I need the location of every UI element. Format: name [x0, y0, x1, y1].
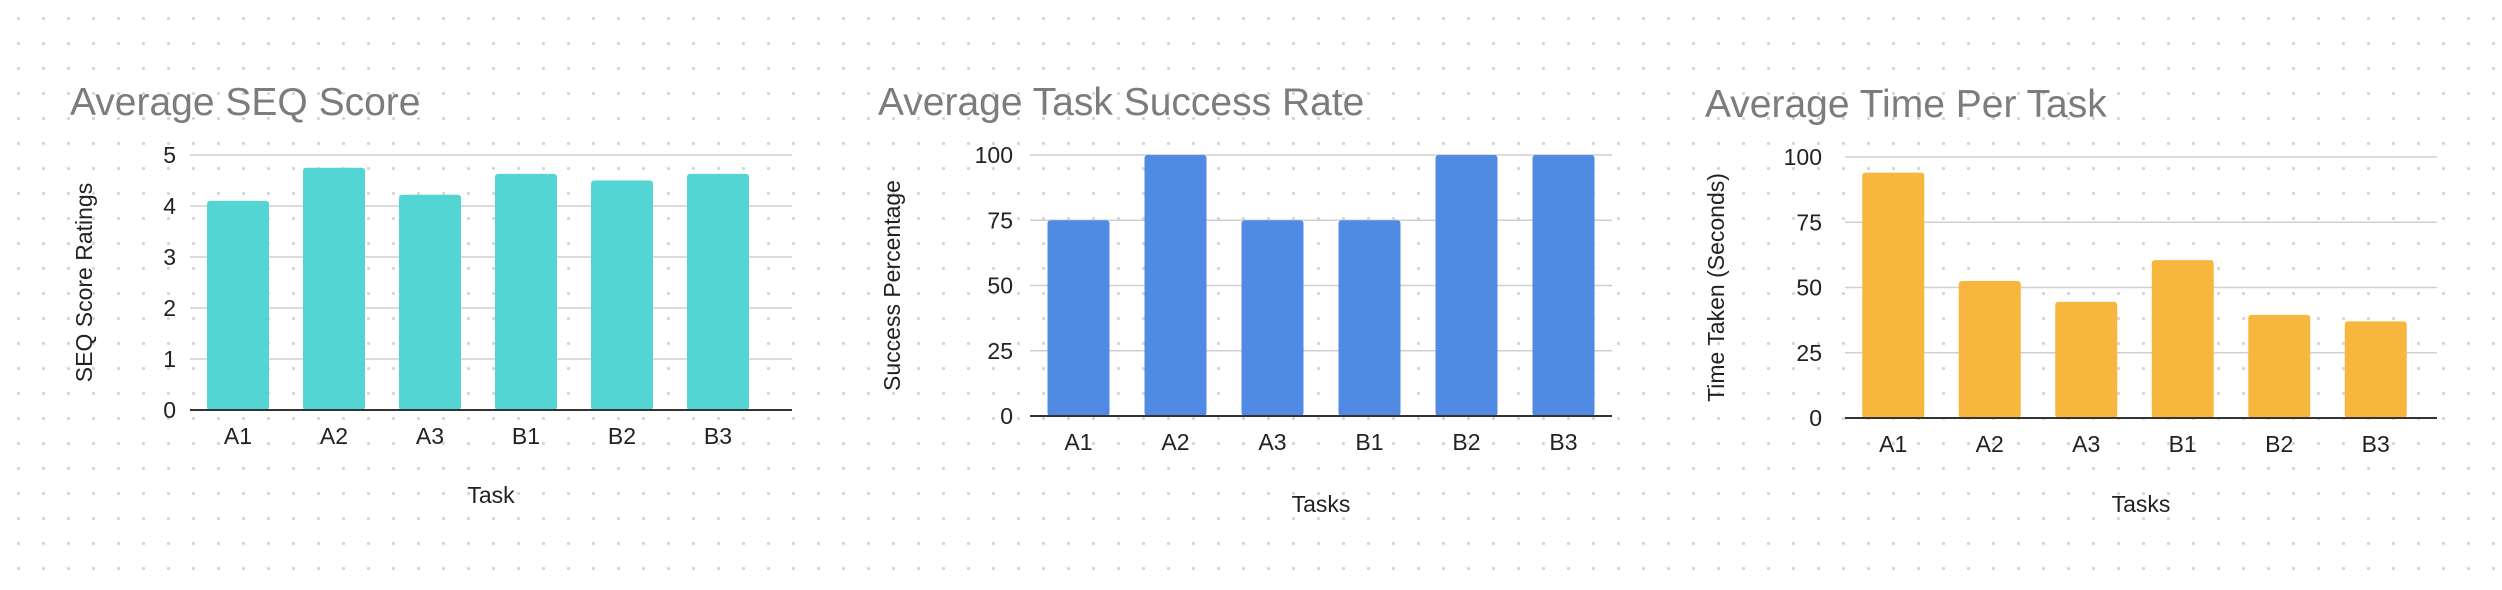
bar-b1 [2151, 260, 2214, 418]
x-tick-label: B3 [704, 423, 732, 449]
y-tick-label: 75 [987, 207, 1013, 233]
bars [207, 167, 749, 410]
x-tick-label: A3 [416, 423, 444, 449]
x-tick-label: A2 [1161, 429, 1189, 455]
x-tick-label: B1 [2169, 431, 2197, 457]
chart-title: Average Time Per Task [1705, 83, 2107, 126]
bars [1862, 172, 2407, 418]
y-axis-title: Success Percentage [879, 180, 905, 391]
bar-b3 [2344, 321, 2407, 418]
x-tick-label: A3 [2072, 431, 2100, 457]
x-tick-label: A1 [1879, 431, 1907, 457]
x-tick-label: A2 [320, 423, 348, 449]
y-tick-label: 75 [1796, 209, 1822, 235]
time-per-task-chart: Average Time Per Task 0 25 50 75 100 A1 A2 A3 B… [1703, 83, 2437, 517]
y-axis-title: SEQ Score Ratings [71, 183, 97, 382]
y-tick-label: 0 [163, 397, 176, 423]
bar-a1 [207, 200, 269, 410]
x-tick-labels: A1 A2 A3 B1 B2 B3 [224, 423, 732, 449]
x-tick-label: B2 [2265, 431, 2293, 457]
y-tick-labels: 0 25 50 75 100 [1784, 144, 1822, 431]
bar-a3 [1241, 220, 1304, 416]
y-tick-label: 5 [163, 142, 176, 168]
y-tick-labels: 0 25 50 75 100 [975, 142, 1013, 429]
x-tick-labels: A1 A2 A3 B1 B2 B3 [1064, 429, 1577, 455]
bar-a3 [399, 194, 461, 410]
bar-a1 [1047, 220, 1110, 416]
y-tick-label: 0 [1000, 403, 1013, 429]
y-tick-label: 25 [987, 338, 1013, 364]
x-tick-label: B2 [608, 423, 636, 449]
y-tick-label: 2 [163, 295, 176, 321]
gridlines [1845, 156, 2437, 354]
bar-b2 [1435, 155, 1498, 416]
bar-a2 [1144, 155, 1207, 416]
x-tick-label: A1 [1064, 429, 1092, 455]
seq-score-chart: Average SEQ Score 0 1 2 3 4 5 A1 A2 A3 B1 B2 B3 SE… [70, 81, 792, 508]
gridlines [1030, 154, 1612, 352]
y-tick-labels: 0 1 2 3 4 5 [163, 142, 176, 423]
y-tick-label: 0 [1809, 405, 1822, 431]
y-tick-label: 25 [1796, 340, 1822, 366]
y-tick-label: 1 [163, 346, 176, 372]
chart-title: Average SEQ Score [70, 81, 420, 124]
bar-a1 [1862, 172, 1925, 418]
x-axis-title: Tasks [2112, 491, 2171, 517]
bar-a3 [2055, 301, 2118, 418]
bar-b1 [495, 173, 557, 410]
y-tick-label: 4 [163, 193, 176, 219]
y-tick-label: 50 [987, 273, 1013, 299]
x-tick-label: A1 [224, 423, 252, 449]
y-tick-label: 100 [975, 142, 1013, 168]
bar-a2 [1958, 280, 2021, 418]
x-tick-label: B1 [1355, 429, 1383, 455]
y-tick-label: 3 [163, 244, 176, 270]
bar-a2 [303, 167, 365, 410]
x-tick-label: B2 [1452, 429, 1480, 455]
bar-b1 [1338, 220, 1401, 416]
x-axis-title: Tasks [1292, 491, 1351, 517]
x-tick-labels: A1 A2 A3 B1 B2 B3 [1879, 431, 2390, 457]
bar-b2 [591, 180, 653, 410]
x-tick-label: A3 [1258, 429, 1286, 455]
x-tick-label: A2 [1976, 431, 2004, 457]
y-tick-label: 50 [1796, 275, 1822, 301]
bar-b2 [2248, 314, 2311, 418]
x-tick-label: B3 [2362, 431, 2390, 457]
x-tick-label: B3 [1549, 429, 1577, 455]
x-tick-label: B1 [512, 423, 540, 449]
y-tick-label: 100 [1784, 144, 1822, 170]
bar-b3 [1532, 155, 1595, 416]
x-axis-title: Task [467, 482, 515, 508]
bar-b3 [687, 173, 749, 410]
bars [1047, 155, 1595, 416]
y-axis-title: Time Taken (Seconds) [1703, 173, 1729, 402]
chart-title: Average Task Success Rate [878, 81, 1364, 124]
